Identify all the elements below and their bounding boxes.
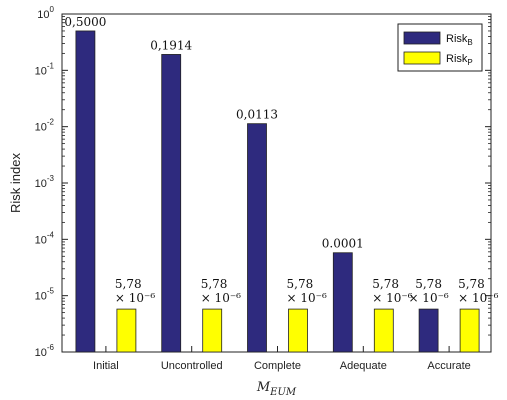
x-axis-title: MEUM xyxy=(256,380,297,398)
data-label-exponent: × 10⁻⁶ xyxy=(287,291,327,305)
data-label: 5,78 xyxy=(415,277,442,291)
bar-risk-b xyxy=(247,123,267,353)
x-tick-label: Accurate xyxy=(427,360,470,372)
data-label: 5,78 xyxy=(372,277,399,291)
bar-risk-b xyxy=(161,54,182,353)
x-tick-label: Uncontrolled xyxy=(161,360,223,372)
data-label: 0,1914 xyxy=(150,38,192,52)
x-tick-label: Complete xyxy=(254,360,301,372)
y-tick-label: 100 xyxy=(37,5,54,21)
data-label-exponent: × 10⁻⁶ xyxy=(408,291,448,305)
bar-risk-p xyxy=(202,308,223,353)
bar-risk-p xyxy=(288,308,308,353)
data-label: 5,78 xyxy=(458,277,485,291)
data-label: 5,78 xyxy=(201,277,228,291)
x-tick-label: Initial xyxy=(93,360,119,372)
data-label: 5,78 xyxy=(115,277,142,291)
data-label-exponent: × 10⁻⁶ xyxy=(201,291,241,305)
y-tick-label: 10-2 xyxy=(35,118,55,134)
bar-risk-b xyxy=(75,30,96,353)
data-label: 0,0113 xyxy=(236,108,278,122)
data-label-exponent: × 10⁻⁶ xyxy=(458,291,498,305)
bar-risk-b xyxy=(418,308,439,353)
data-label: 0,5000 xyxy=(64,15,106,29)
bar-risk-b xyxy=(332,252,353,353)
legend-swatch xyxy=(403,31,441,45)
data-label-exponent: × 10⁻⁶ xyxy=(372,291,412,305)
bar-risk-p xyxy=(116,308,137,353)
legend-swatch xyxy=(403,51,441,65)
y-tick-label: 10-3 xyxy=(35,174,55,190)
y-tick-label: 10-4 xyxy=(35,230,55,246)
y-tick-label: 10-1 xyxy=(35,61,55,77)
legend-label: RiskB xyxy=(446,33,473,47)
x-tick-label: Adequate xyxy=(340,360,387,372)
bar-risk-p xyxy=(373,308,394,353)
legend-label: RiskP xyxy=(446,53,473,67)
data-label-exponent: × 10⁻⁶ xyxy=(115,291,155,305)
data-label: 5,78 xyxy=(287,277,314,291)
data-label: 0.0001 xyxy=(322,237,364,251)
y-tick-label: 10-5 xyxy=(35,287,55,303)
bar-risk-p xyxy=(459,308,480,353)
y-axis-title: Risk index xyxy=(8,153,23,213)
y-tick-label: 10-6 xyxy=(35,343,55,359)
